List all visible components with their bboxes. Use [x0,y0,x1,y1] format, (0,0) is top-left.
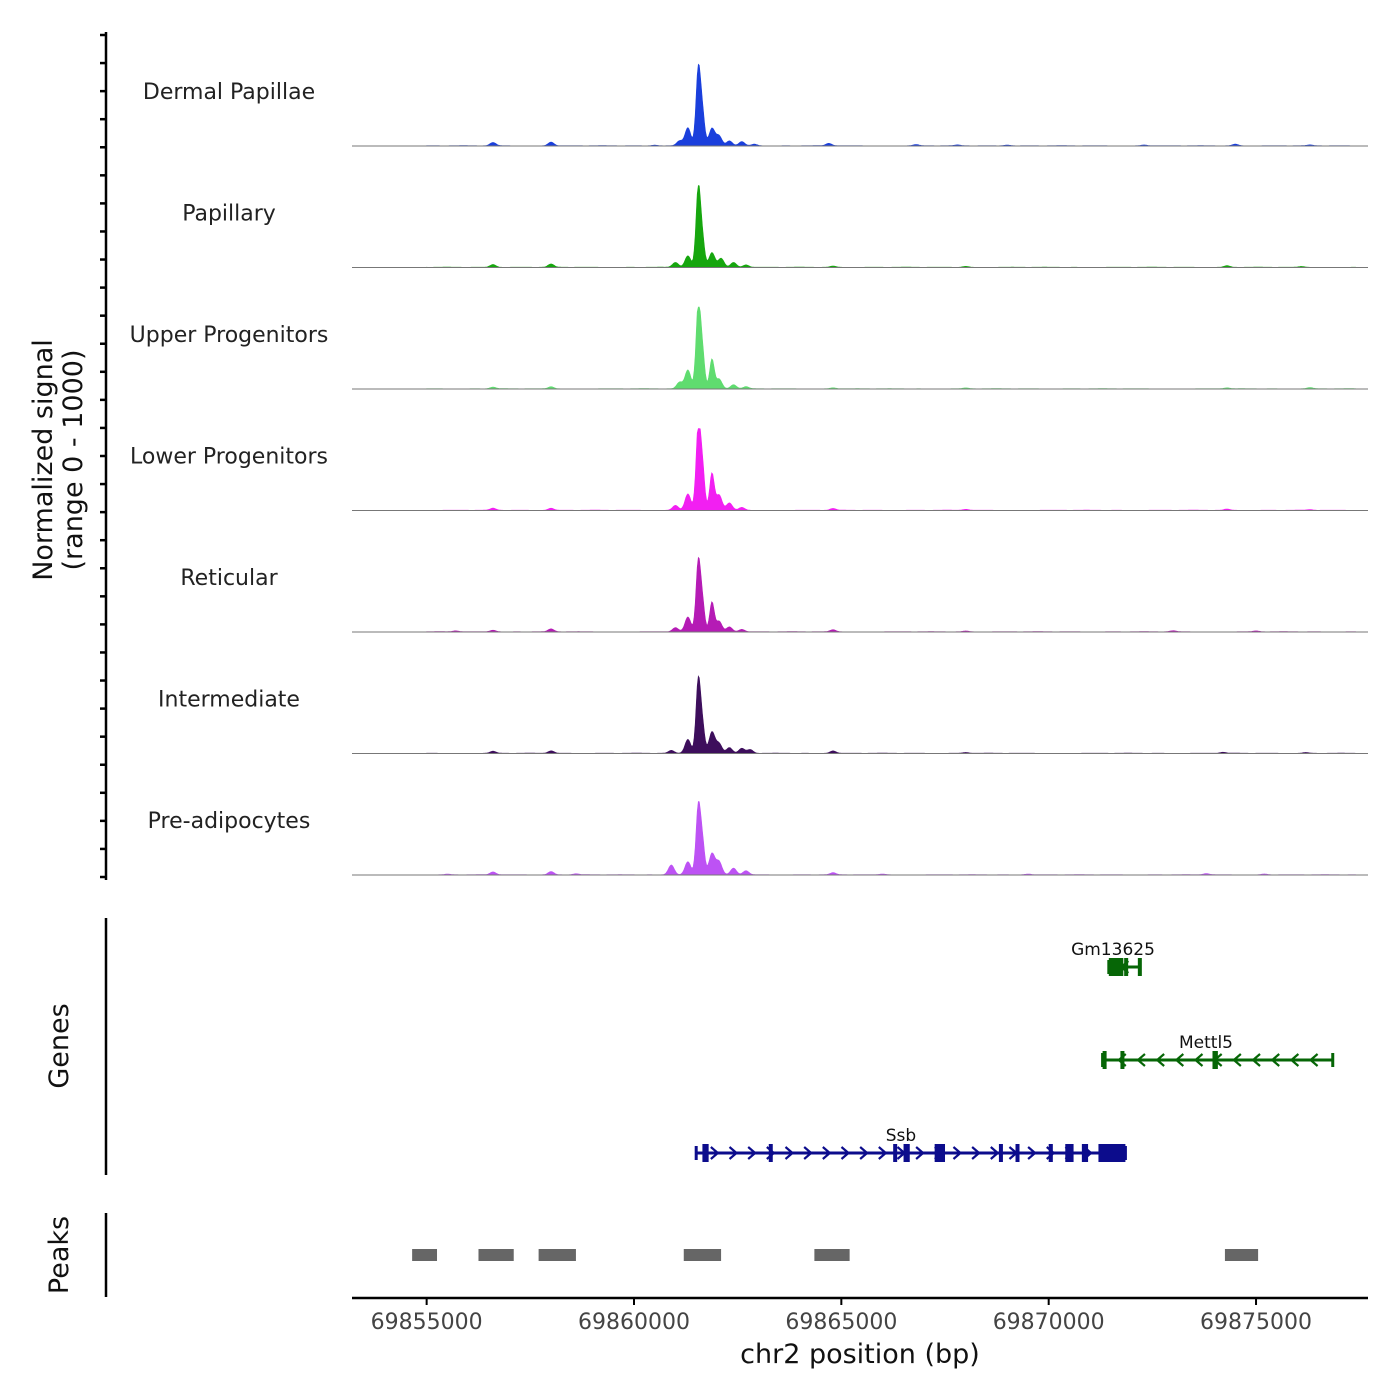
coverage-area-2 [426,185,1356,268]
gene-exon-Ssb [998,1144,1003,1162]
track-label-4: Lower Progenitors [130,445,328,470]
x-tick-label: 69860000 [578,1310,690,1335]
gene-strand-chevron [1174,1053,1185,1067]
gene-label-mettl5: Mettl5 [1179,1033,1233,1053]
gene-strand-chevron [971,1146,981,1160]
gene-strand-chevron [784,1146,795,1160]
coverage-area-4 [426,428,1356,511]
gene-strand-chevron [747,1146,757,1160]
gene-label-ssb: Ssb [886,1126,916,1146]
peaks-ylabel: Peaks [44,1216,75,1294]
gene-exon-Ssb [893,1144,898,1162]
track-label-2: Papillary [182,202,276,227]
track-label-6: Intermediate [158,688,300,713]
gene-strand-chevron [710,1146,720,1160]
coverage-area-1 [426,63,1356,147]
x-axis-title: chr2 position (bp) [740,1339,980,1370]
gene-strand-chevron [1027,1146,1037,1160]
gene-strand-chevron [990,1146,1000,1160]
track-label-5: Reticular [180,566,278,591]
peak-region-1 [412,1249,438,1261]
gene-strand-chevron [1136,1053,1146,1067]
gene-strand-chevron [859,1146,869,1160]
gene-strand-chevron [1289,1053,1300,1067]
gene-strand-chevron [840,1146,851,1160]
gene-strand-chevron [822,1146,832,1160]
gene-exon-Ssb [768,1144,773,1162]
gene-exon-Mettl5 [1212,1051,1218,1069]
gene-exon-Gm13625 [1137,958,1142,976]
gene-strand-chevron [728,1146,739,1160]
x-tick-label: 69865000 [785,1310,897,1335]
gene-strand-chevron [1251,1053,1261,1067]
peak-region-4 [683,1249,722,1261]
gene-exon-Ssb [1065,1144,1074,1162]
genes-ylabel: Genes [44,1003,75,1088]
gene-exon-Ssb [1081,1144,1089,1162]
gene-exon-Ssb [934,1144,946,1162]
gene-strand-chevron [803,1146,813,1160]
coverage-area-6 [426,675,1356,754]
track-label-1: Dermal Papillae [143,80,315,105]
coverage-area-3 [426,306,1356,390]
track-label-7: Pre-adipocytes [148,809,311,834]
gene-strand-chevron [878,1146,888,1160]
peak-region-2 [478,1249,514,1261]
x-tick-label: 69875000 [1200,1310,1312,1335]
gene-exon-Ssb [903,1144,910,1162]
peak-region-6 [1224,1249,1259,1261]
gene-exon-Ssb [1098,1144,1126,1162]
coverage-area-7 [426,801,1356,876]
x-tick-label: 69870000 [993,1310,1105,1335]
gene-strand-chevron [1155,1053,1165,1067]
coverage-ylabel-line1: Normalized signal [28,339,59,581]
gene-exon-Mettl5 [1102,1051,1107,1069]
gene-exon-Ssb [1015,1144,1020,1162]
coverage-panel: Dermal Papillae Papillary Upper Progenitor… [100,32,1368,880]
gene-strand-chevron [1270,1053,1280,1067]
gene-exon-Ssb [702,1144,709,1162]
peak-region-3 [538,1249,576,1261]
gene-strand-chevron [1193,1053,1204,1067]
gene-label-gm13625: Gm13625 [1071,940,1155,960]
track-label-3: Upper Progenitors [130,323,329,348]
genes-panel: Gm13625 Mettl5 Ssb [104,918,1335,1175]
x-tick-label: 69855000 [371,1310,483,1335]
gene-exon-Ssb [1048,1144,1053,1162]
coverage-area-5 [426,556,1356,633]
gene-strand-chevron [1308,1053,1319,1067]
gene-strand-chevron [915,1146,925,1160]
peaks-panel [104,1213,1259,1297]
gene-strand-chevron [1232,1053,1242,1067]
gene-exon-Mettl5 [1120,1051,1125,1069]
gene-strand-chevron [952,1146,963,1160]
x-axis: 69855000 69860000 69865000 69870000 69875000 [352,1296,1368,1335]
gene-exon-Gm13625 [1108,958,1124,976]
peak-region-5 [814,1249,850,1261]
coverage-ylabel-line2: (range 0 - 1000) [58,350,89,571]
gene-exon-Gm13625 [1124,958,1129,976]
